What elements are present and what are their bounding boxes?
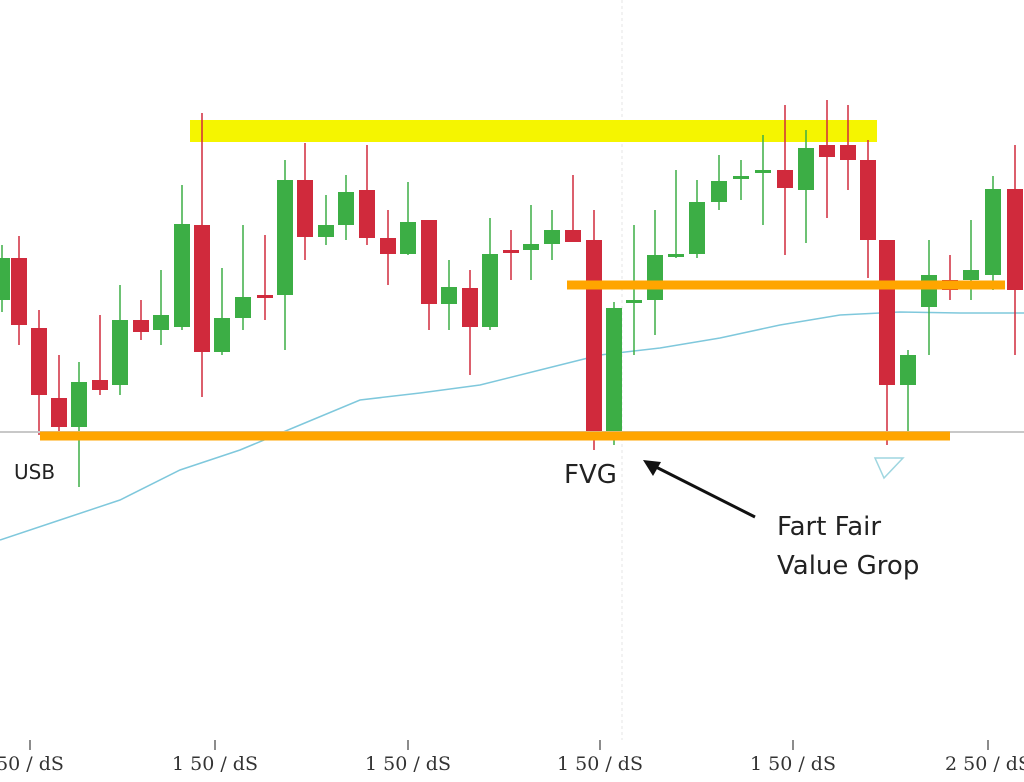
x-axis: 50 / dS 1 50 / dS 1 50 / dS 1 50 / dS 1 50 /…: [0, 740, 1024, 775]
candle-body: [318, 225, 334, 237]
candle-body: [297, 180, 313, 237]
candle-body: [626, 300, 642, 303]
x-tick-label: 50 / dS: [0, 753, 64, 775]
annotation: USB: [14, 460, 55, 484]
candle-body: [544, 230, 560, 244]
marker: [873, 457, 905, 480]
zone: [190, 120, 877, 142]
candle-body: [359, 190, 375, 238]
x-tick-label: 1 50 / dS: [365, 753, 451, 775]
candle-body: [689, 202, 705, 254]
annotation: Value Grop: [777, 551, 919, 581]
candle-body: [235, 297, 251, 318]
candle-body: [421, 220, 437, 304]
candle-body: [153, 315, 169, 330]
candle-body: [214, 318, 230, 352]
candle-body: [92, 380, 108, 390]
candle-body: [482, 254, 498, 327]
candle-body: [194, 225, 210, 352]
candle-body: [400, 222, 416, 254]
candle-body: [586, 240, 602, 432]
moving-average: [0, 311, 1024, 541]
candle-body: [71, 382, 87, 427]
candle-body: [985, 189, 1001, 275]
candle-body: [338, 192, 354, 225]
candle-body: [51, 398, 67, 427]
candle-body: [441, 287, 457, 304]
candle-body: [133, 320, 149, 332]
arrow-head: [643, 460, 661, 476]
candle-body: [174, 224, 190, 327]
candle-body: [733, 176, 749, 179]
candle-body: [1007, 189, 1023, 290]
candle-body: [0, 258, 10, 300]
candle-body: [257, 295, 273, 298]
candle-body: [11, 258, 27, 325]
candle-body: [606, 308, 622, 432]
candle-body: [277, 180, 293, 295]
candle-body: [755, 170, 771, 173]
x-tick-label: 2 50 / dS: [945, 753, 1024, 775]
zones: [190, 120, 877, 142]
candle-body: [711, 181, 727, 202]
candle-body: [462, 288, 478, 327]
candle-body: [380, 238, 396, 254]
annotation: FVG: [564, 460, 617, 490]
x-tick-label: 1 50 / dS: [750, 753, 836, 775]
candle-body: [523, 244, 539, 250]
candle-body: [112, 320, 128, 385]
candle-body: [647, 255, 663, 300]
candle-body: [798, 148, 814, 190]
candle-body: [565, 230, 581, 242]
candle-body: [860, 160, 876, 240]
candle-body: [963, 270, 979, 280]
candle-body: [921, 275, 937, 307]
candle-body: [840, 145, 856, 160]
levels: [0, 280, 1024, 441]
candle-body: [777, 170, 793, 188]
candles: [0, 100, 1023, 487]
moving-average-layer: [0, 311, 1024, 541]
x-tick-label: 1 50 / dS: [557, 753, 643, 775]
candle-body: [900, 355, 916, 385]
candle-body: [503, 250, 519, 253]
arrow: [649, 462, 756, 519]
candle-body: [879, 240, 895, 385]
annotation: Fart Fair: [777, 512, 881, 542]
candle-body: [819, 145, 835, 157]
candle-body: [31, 328, 47, 395]
candle-body: [668, 254, 684, 257]
x-tick-label: 1 50 / dS: [172, 753, 258, 775]
